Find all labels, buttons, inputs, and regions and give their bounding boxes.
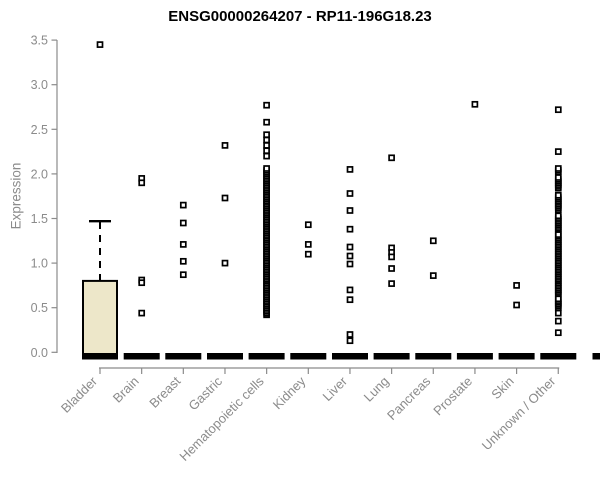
data-point	[554, 148, 562, 155]
y-tick-label: 0.5	[31, 301, 48, 315]
data-point	[304, 241, 312, 248]
x-tick-label: Lung	[361, 374, 392, 405]
data-point	[554, 309, 562, 317]
zero-median-bar	[540, 353, 577, 360]
data-point	[554, 191, 562, 199]
data-point	[554, 329, 562, 337]
x-tick-label: Kidney	[270, 373, 309, 412]
data-point	[346, 225, 354, 233]
y-tick-label: 1.5	[31, 212, 48, 226]
data-point	[388, 154, 395, 162]
data-point	[263, 131, 270, 139]
data-point	[388, 280, 395, 287]
zero-median-bar	[248, 353, 285, 360]
data-point	[179, 201, 187, 209]
data-point	[346, 207, 354, 214]
data-point	[554, 295, 562, 303]
zero-median-bar	[456, 353, 493, 360]
data-point	[263, 136, 270, 144]
data-point	[263, 101, 270, 109]
data-point	[179, 241, 187, 248]
data-point	[179, 271, 187, 279]
data-point	[263, 118, 270, 126]
data-point	[554, 317, 562, 325]
data-point	[221, 259, 229, 267]
y-tick-label: 3.0	[31, 78, 48, 92]
zero-median-bar	[415, 353, 452, 360]
data-point	[346, 166, 354, 173]
x-tick-label: Skin	[488, 374, 516, 402]
x-tick-label: Bladder	[58, 373, 101, 416]
y-tick-label: 1.0	[31, 257, 48, 271]
y-tick-label: 3.5	[31, 34, 48, 48]
y-tick-label: 2.5	[31, 123, 48, 137]
x-tick-label: Pancreas	[384, 373, 434, 423]
x-tick-label: Prostate	[430, 374, 475, 419]
data-point	[388, 253, 395, 261]
data-point	[346, 243, 354, 251]
data-point	[138, 309, 146, 317]
x-tick-label: Breast	[146, 373, 183, 410]
data-point	[346, 190, 354, 197]
zero-median-bar	[207, 353, 243, 360]
clipped-zero-bar	[592, 353, 600, 360]
data-point	[346, 337, 354, 345]
data-point	[179, 257, 187, 265]
data-point	[346, 331, 354, 338]
data-point	[346, 260, 354, 268]
x-tick-label: Liver	[320, 373, 351, 404]
zero-median-bar	[332, 353, 368, 360]
data-point	[554, 212, 562, 220]
x-tick-label: Gastric	[185, 373, 225, 413]
data-point	[429, 237, 437, 245]
data-point	[96, 41, 104, 48]
data-point	[429, 272, 437, 279]
data-point	[304, 221, 312, 229]
data-point	[513, 301, 520, 309]
data-point	[554, 165, 562, 172]
y-tick-label: 0.0	[31, 346, 48, 360]
data-point	[263, 152, 270, 160]
x-tick-label: Brain	[110, 374, 142, 406]
data-point	[346, 296, 354, 304]
data-point	[346, 286, 354, 294]
x-tick-label: Unknown / Other	[479, 373, 559, 453]
data-point	[554, 231, 562, 238]
data-point	[221, 142, 229, 149]
data-point	[263, 147, 270, 155]
data-point	[263, 165, 270, 172]
data-point	[138, 179, 146, 187]
data-point	[513, 282, 520, 289]
data-point	[554, 106, 562, 114]
data-point	[263, 142, 270, 149]
data-point	[346, 252, 354, 260]
data-point	[138, 279, 146, 287]
zero-median-bar	[123, 353, 160, 360]
chart-title: ENSG00000264207 - RP11-196G18.23	[168, 8, 432, 25]
data-point	[554, 174, 562, 181]
zero-median-bar	[373, 353, 410, 360]
box-median-bar	[82, 353, 118, 360]
data-point	[471, 100, 479, 108]
data-point	[388, 265, 395, 272]
data-point	[304, 250, 312, 258]
y-tick-label: 2.0	[31, 167, 48, 181]
data-point	[221, 194, 229, 202]
data-point	[179, 219, 187, 227]
zero-median-bar	[498, 353, 535, 360]
box	[82, 279, 118, 356]
zero-median-bar	[165, 353, 202, 360]
zero-median-bar	[290, 353, 327, 360]
